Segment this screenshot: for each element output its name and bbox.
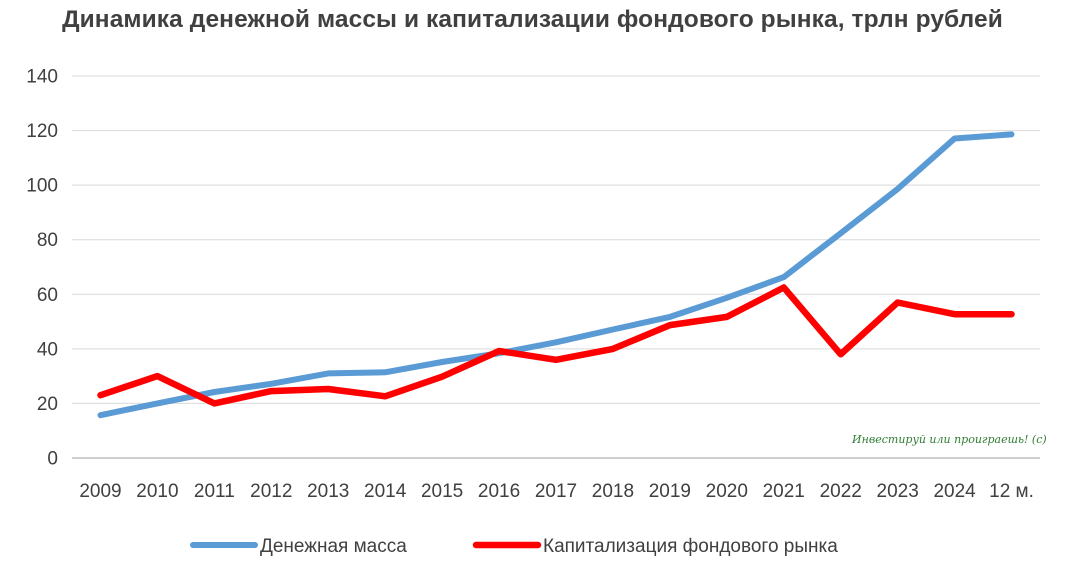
x-axis-ticks: 2009 2010 2011 2012 2013 2014 2015 2016 2017 2018… — [79, 481, 1034, 502]
y-tick-label: 80 — [37, 230, 58, 251]
series-lines — [97, 131, 1015, 419]
x-tick-label: 2017 — [535, 481, 577, 502]
x-tick-label: 2018 — [592, 481, 634, 502]
series-line-market-cap — [97, 284, 1015, 407]
x-tick-label: 2019 — [649, 481, 691, 502]
watermark-text: Инвестируй или проиграешь! (с) — [851, 433, 1047, 446]
legend: Денежная масса Капитализация фондового ры… — [190, 536, 838, 557]
series-line-money-supply — [97, 131, 1015, 419]
x-tick-label: 2022 — [820, 481, 862, 502]
x-tick-label: 2020 — [706, 481, 748, 502]
legend-label: Капитализация фондового рынка — [543, 536, 838, 557]
y-tick-label: 140 — [26, 67, 58, 88]
x-tick-label: 2011 — [194, 481, 235, 502]
legend-item: Денежная масса — [190, 536, 407, 557]
x-tick-label: 2016 — [478, 481, 520, 502]
y-tick-label: 100 — [26, 176, 58, 197]
x-tick-label: 2024 — [933, 481, 976, 502]
x-tick-label: 2014 — [364, 481, 407, 502]
x-tick-label: 2021 — [763, 481, 805, 502]
x-tick-label: 12 м. — [989, 481, 1034, 502]
legend-item: Капитализация фондового рынка — [472, 536, 838, 557]
chart-title: Динамика денежной массы и капитализации … — [62, 6, 1003, 33]
x-tick-label: 2010 — [136, 481, 178, 502]
gridlines — [72, 75, 1040, 459]
x-tick-label: 2023 — [877, 481, 919, 502]
y-tick-label: 60 — [37, 285, 58, 306]
y-axis-ticks: 0 20 40 60 80 100 120 140 — [26, 67, 58, 470]
x-tick-label: 2013 — [307, 481, 349, 502]
x-tick-label: 2009 — [79, 481, 121, 502]
x-tick-label: 2012 — [250, 481, 292, 502]
legend-label: Денежная масса — [260, 536, 407, 557]
x-tick-label: 2015 — [421, 481, 463, 502]
y-tick-label: 20 — [37, 394, 58, 415]
y-tick-label: 40 — [37, 339, 58, 360]
y-tick-label: 120 — [26, 121, 58, 142]
y-tick-label: 0 — [47, 449, 58, 470]
